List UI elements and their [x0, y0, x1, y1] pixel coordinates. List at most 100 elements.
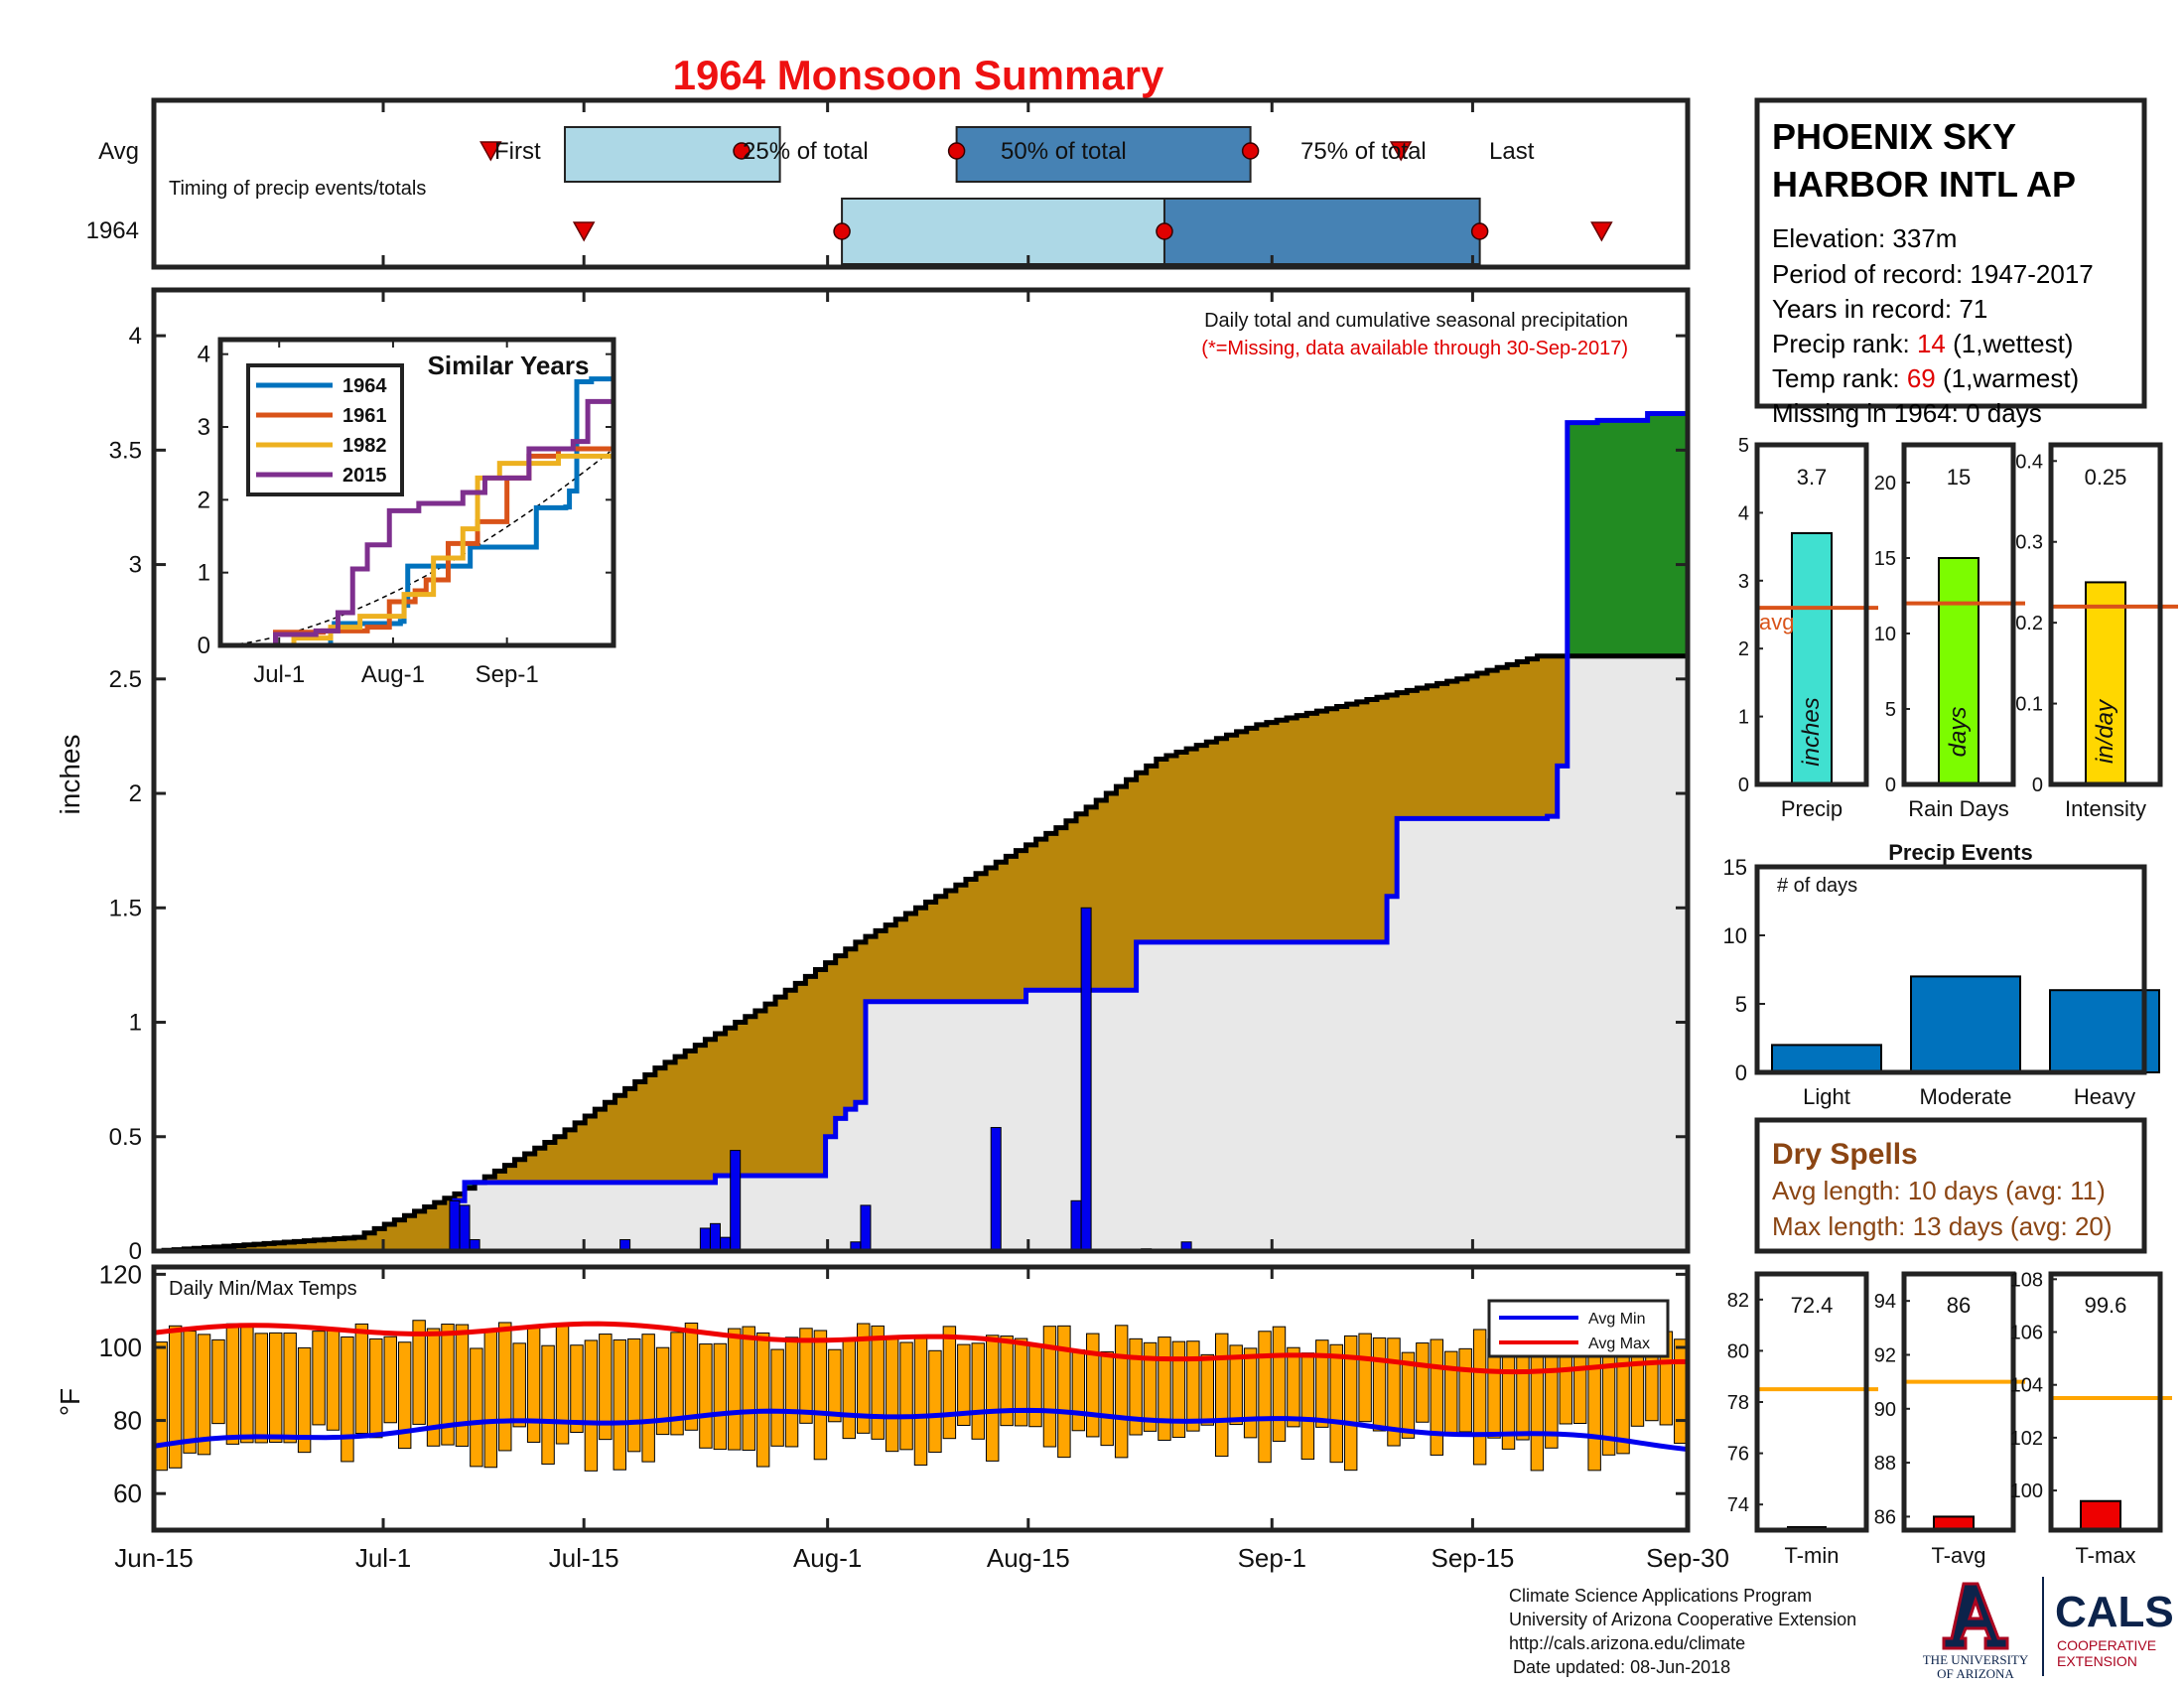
daily-temp-bar — [183, 1331, 197, 1454]
daily-temp-bar — [1100, 1350, 1114, 1447]
daily-temp-bar — [699, 1343, 713, 1449]
daily-temp-bar — [899, 1341, 913, 1451]
daily-temp-bar — [168, 1325, 183, 1469]
temp-summary-value: 86 — [1947, 1293, 1971, 1318]
temp-summary-ytick-label: 74 — [1727, 1494, 1749, 1516]
daily-temp-bar — [512, 1342, 526, 1428]
xtick-label: Sep-15 — [1431, 1543, 1514, 1573]
summary-value: 3.7 — [1797, 465, 1828, 490]
daily-temp-bar — [1129, 1337, 1143, 1436]
summary-raindays: 15 Rain Days days 0 5 10 15 20 — [1874, 442, 2025, 821]
summary-frame — [1901, 442, 2016, 787]
temp-summary-tavg: 86 T-avg 86 88 90 92 94 — [1874, 1271, 2025, 1568]
daily-temp-bar — [626, 1337, 641, 1453]
daily-precip-bar — [990, 1127, 1002, 1252]
temp-summary-bar — [2080, 1499, 2121, 1532]
temp-summary-tmax: 99.6 T-max 100 102 104 106 108 — [2010, 1269, 2172, 1568]
daily-temp-bar — [1171, 1340, 1186, 1439]
daily-temp-bar — [341, 1336, 354, 1463]
daily-precip-bar — [709, 1222, 721, 1252]
precip-rank: Precip rank: 14 (1,wettest) — [1772, 329, 2073, 358]
daily-temp-bar — [269, 1332, 283, 1443]
year-last-marker — [1590, 221, 1613, 242]
daily-temp-bar — [957, 1343, 971, 1426]
xtick-label: Sep-1 — [1238, 1543, 1306, 1573]
event-bar — [1771, 1044, 1882, 1074]
cals-logo: CALS COOPERATIVE EXTENSION — [2055, 1588, 2174, 1669]
cals-logo-text-2: EXTENSION — [2057, 1653, 2137, 1669]
temp-summary-ytick-label: 92 — [1874, 1344, 1896, 1366]
temps-ytick-label: 100 — [99, 1333, 142, 1362]
summary-ytick-label: 3 — [1738, 571, 1749, 593]
main-note-1: Daily total and cumulative seasonal prec… — [1204, 310, 1628, 332]
daily-temp-bar — [297, 1346, 312, 1454]
daily-precip-bar — [860, 1204, 872, 1252]
temps-plot-area — [153, 1320, 1689, 1472]
x-axis-ticks: Jun-15 Jul-1 Jul-15 Aug-1 Aug-15 Sep-1 Sep-15 S… — [114, 100, 1729, 1573]
daily-temp-bar — [799, 1328, 813, 1424]
station-name-1: PHOENIX SKY — [1772, 116, 2016, 157]
events-plot: Light Moderate Heavy 0 5 10 15 — [1723, 855, 2160, 1109]
inset-xtick-label: Jul-1 — [253, 661, 305, 688]
inset-yticks: 0 1 2 3 4 — [198, 342, 614, 659]
temp-rank: Temp rank: 69 (1,warmest) — [1772, 363, 2079, 393]
temp-summary-ytick-label: 88 — [1874, 1453, 1896, 1475]
timing-frame — [151, 97, 1691, 270]
temps-frame — [151, 1264, 1691, 1533]
inset-legend-label: 1982 — [342, 435, 387, 457]
summary-bars: 3.7 Precip inches avg 0 1 2 3 4 5 15 Rain Days days 0… — [1738, 435, 2178, 821]
daily-temp-bar — [1042, 1326, 1057, 1448]
timing-label-25: 25% of total — [743, 138, 869, 165]
temp-summary-ytick-label: 106 — [2010, 1323, 2043, 1344]
daily-temp-bar — [483, 1331, 498, 1469]
daily-temp-bar — [1530, 1345, 1545, 1472]
daily-temp-bar — [1272, 1326, 1287, 1442]
daily-temp-bar — [1343, 1335, 1358, 1472]
summary-ytick-label: 1 — [1738, 707, 1749, 729]
temp-summary-ytick-label: 76 — [1727, 1444, 1749, 1466]
timing-marks — [479, 126, 1613, 265]
inset-title: Similar Years — [428, 351, 590, 380]
daily-temp-bar — [755, 1332, 770, 1468]
inset-ytick-label: 3 — [198, 414, 210, 441]
avg-25-marker — [733, 142, 751, 160]
dry-spells-panel: Dry Spells Avg length: 10 days (avg: 11)… — [1754, 1117, 2147, 1254]
summary-bar — [2085, 581, 2126, 786]
main-ytick-label: 4 — [129, 323, 142, 350]
daily-temp-bar — [1430, 1338, 1444, 1456]
temp-summary-label: T-max — [2075, 1543, 2135, 1568]
daily-temp-bar — [470, 1347, 483, 1468]
daily-temp-bar — [498, 1322, 512, 1452]
daily-temp-bar — [684, 1323, 699, 1431]
inset-ytick-label: 4 — [198, 342, 210, 368]
event-category-label: Light — [1803, 1084, 1850, 1109]
event-category-label: Heavy — [2074, 1084, 2135, 1109]
summary-unit: inches — [1798, 697, 1825, 766]
xtick-label: Sep-30 — [1646, 1543, 1729, 1573]
daily-temp-bar — [240, 1325, 254, 1444]
dry-spells-frame — [1754, 1117, 2147, 1254]
daily-temp-bar — [1071, 1348, 1086, 1432]
daily-temp-bar — [842, 1338, 857, 1440]
temp-summary-label: T-avg — [1931, 1543, 1985, 1568]
daily-temp-bar — [655, 1346, 670, 1436]
avg-50-marker — [947, 142, 966, 160]
summary-ytick-label: 0.1 — [2015, 694, 2043, 716]
daily-temp-bar — [555, 1323, 570, 1445]
station-elevation: Elevation: 337m — [1772, 223, 1957, 253]
xtick-label: Aug-1 — [793, 1543, 862, 1573]
main-ytick-label: 3.5 — [109, 437, 142, 464]
summary-ytick-label: 0.4 — [2015, 451, 2043, 473]
daily-temp-bar — [928, 1349, 942, 1454]
inset-ytick-label: 2 — [198, 487, 210, 513]
summary-ytick-label: 2 — [1738, 638, 1749, 660]
events-ytick-label: 10 — [1723, 923, 1747, 948]
inset-ytick-label: 1 — [198, 560, 210, 587]
footer: Climate Science Applications Program Uni… — [1509, 1577, 2174, 1681]
summary-ytick-label: 5 — [1885, 699, 1896, 721]
summary-ytick-label: 0.2 — [2015, 613, 2043, 634]
daily-temp-bar — [1057, 1325, 1071, 1459]
events-ytick-label: 15 — [1723, 855, 1747, 880]
avg-last-marker — [1389, 141, 1413, 162]
year-25-marker — [833, 222, 851, 240]
